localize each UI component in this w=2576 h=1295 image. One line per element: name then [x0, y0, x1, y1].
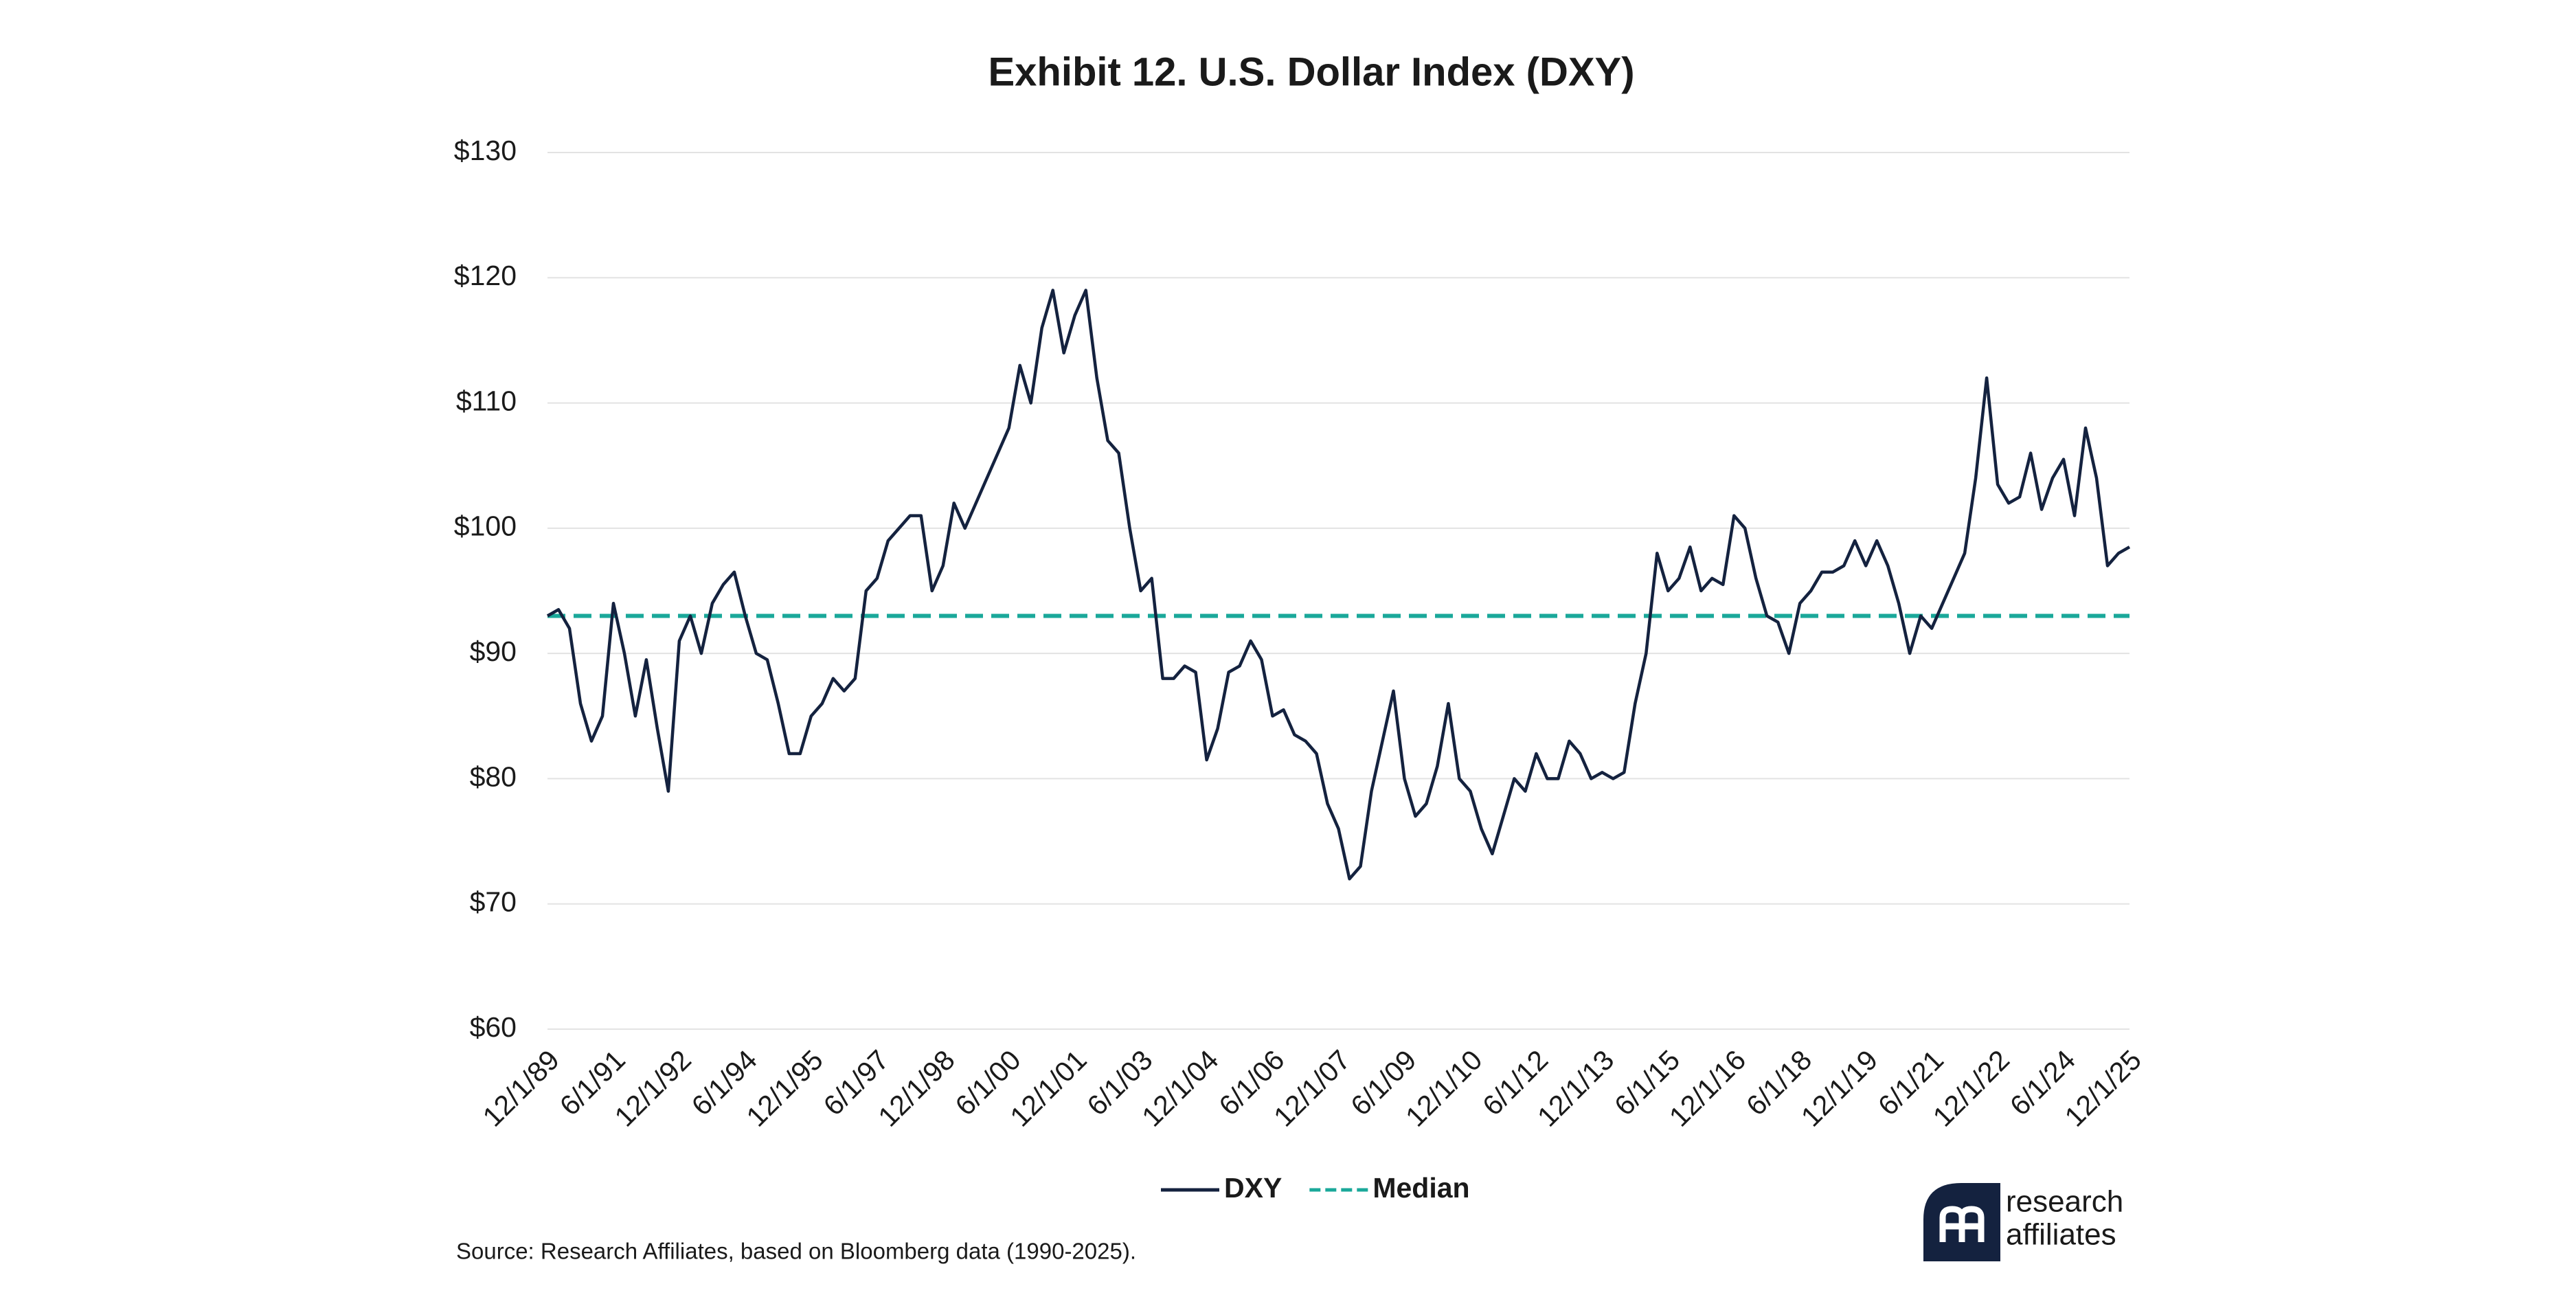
data-line [546, 289, 2131, 881]
chart-title: Exhibit 12. U.S. Dollar Index (DXY) [988, 49, 1634, 94]
y-tick-label: $130 [454, 135, 517, 166]
logo-text: research [2006, 1185, 2123, 1219]
y-tick-label: $100 [454, 510, 517, 542]
source-note: Source: Research Affiliates, based on Bl… [456, 1239, 1136, 1264]
y-tick-label: $110 [456, 385, 517, 416]
y-tick-label: $60 [470, 1011, 517, 1043]
y-tick-label: $120 [454, 260, 517, 291]
logo-icon [1939, 1206, 1985, 1242]
logo-text: affiliates [2006, 1218, 2116, 1252]
legend-label: Median [1372, 1172, 1469, 1204]
y-tick-label: $70 [470, 886, 517, 918]
logo: research affiliates [1923, 1183, 2123, 1261]
legend-label: DXY [1224, 1172, 1282, 1204]
x-tick-label: 12/1/89 [477, 1044, 565, 1132]
y-tick-label: $80 [470, 761, 517, 792]
y-tick-label: $90 [470, 635, 517, 667]
